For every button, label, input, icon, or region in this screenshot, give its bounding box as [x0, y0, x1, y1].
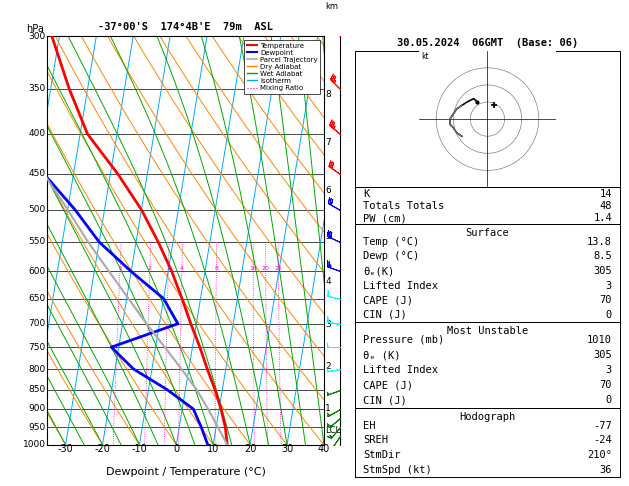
Text: CIN (J): CIN (J) [363, 310, 407, 320]
Text: 0: 0 [606, 310, 612, 320]
Legend: Temperature, Dewpoint, Parcel Trajectory, Dry Adiabat, Wet Adiabat, Isotherm, Mi: Temperature, Dewpoint, Parcel Trajectory… [244, 40, 320, 94]
Text: 3: 3 [606, 365, 612, 375]
Text: 600: 600 [28, 267, 46, 276]
Text: 1: 1 [325, 404, 331, 413]
Text: 25: 25 [274, 266, 282, 272]
Text: PW (cm): PW (cm) [363, 213, 407, 223]
Text: 70: 70 [599, 295, 612, 305]
Text: 30.05.2024  06GMT  (Base: 06): 30.05.2024 06GMT (Base: 06) [397, 38, 578, 49]
Text: Hodograph: Hodograph [459, 412, 516, 422]
Text: 550: 550 [28, 238, 46, 246]
Text: 350: 350 [28, 84, 46, 93]
Text: 7: 7 [325, 138, 331, 147]
Text: 36: 36 [599, 465, 612, 475]
Text: 3: 3 [325, 320, 331, 329]
Text: EH: EH [363, 420, 376, 431]
Text: 1010: 1010 [587, 335, 612, 345]
Text: 14: 14 [599, 189, 612, 199]
Text: Most Unstable: Most Unstable [447, 326, 528, 336]
Text: StmSpd (kt): StmSpd (kt) [363, 465, 431, 475]
Text: 305: 305 [593, 350, 612, 360]
Text: hPa: hPa [26, 24, 45, 35]
Text: Surface: Surface [465, 228, 509, 238]
Text: 0: 0 [173, 444, 179, 453]
Text: 40: 40 [318, 444, 330, 453]
Text: 20: 20 [244, 444, 257, 453]
Text: -77: -77 [593, 420, 612, 431]
Text: -30: -30 [58, 444, 74, 453]
Text: -24: -24 [593, 435, 612, 445]
Text: 2: 2 [148, 266, 152, 272]
Text: 1000: 1000 [23, 440, 46, 449]
Text: 10: 10 [207, 444, 220, 453]
Text: 20: 20 [262, 266, 270, 272]
Text: 700: 700 [28, 319, 46, 328]
Text: 8: 8 [325, 90, 331, 99]
Text: Dewp (°C): Dewp (°C) [363, 251, 419, 261]
Text: km: km [325, 2, 338, 12]
Text: 3: 3 [166, 266, 170, 272]
Text: 13.8: 13.8 [587, 237, 612, 247]
Text: 48: 48 [599, 201, 612, 211]
Text: 0: 0 [606, 396, 612, 405]
Text: 16: 16 [249, 266, 257, 272]
Text: 1: 1 [118, 266, 122, 272]
Text: LCL: LCL [325, 426, 340, 435]
Text: 3: 3 [606, 280, 612, 291]
Text: 6: 6 [325, 186, 331, 194]
Text: Totals Totals: Totals Totals [363, 201, 444, 211]
Text: 1.4: 1.4 [593, 213, 612, 223]
Text: Dewpoint / Temperature (°C): Dewpoint / Temperature (°C) [106, 467, 265, 477]
Text: θₑ (K): θₑ (K) [363, 350, 401, 360]
Text: 5: 5 [325, 232, 331, 241]
Text: 500: 500 [28, 205, 46, 214]
Text: 4: 4 [325, 277, 331, 286]
Text: K: K [363, 189, 369, 199]
Text: Pressure (mb): Pressure (mb) [363, 335, 444, 345]
Text: 210°: 210° [587, 450, 612, 460]
Text: 750: 750 [28, 343, 46, 352]
Text: 2: 2 [325, 363, 331, 371]
Text: 70: 70 [599, 380, 612, 390]
Text: 900: 900 [28, 404, 46, 414]
Text: -10: -10 [131, 444, 147, 453]
Text: 850: 850 [28, 385, 46, 394]
Text: 4: 4 [180, 266, 184, 272]
Text: -37°00'S  174°4B'E  79m  ASL: -37°00'S 174°4B'E 79m ASL [98, 22, 273, 33]
Text: 305: 305 [593, 266, 612, 276]
Text: CAPE (J): CAPE (J) [363, 380, 413, 390]
Text: CAPE (J): CAPE (J) [363, 295, 413, 305]
Text: 450: 450 [28, 170, 46, 178]
Text: θₑ(K): θₑ(K) [363, 266, 394, 276]
Text: -20: -20 [94, 444, 111, 453]
Text: Lifted Index: Lifted Index [363, 365, 438, 375]
Text: SREH: SREH [363, 435, 388, 445]
Text: StmDir: StmDir [363, 450, 401, 460]
Text: 8: 8 [214, 266, 218, 272]
Text: 300: 300 [28, 32, 46, 41]
Text: 650: 650 [28, 294, 46, 303]
Text: CIN (J): CIN (J) [363, 396, 407, 405]
Text: Lifted Index: Lifted Index [363, 280, 438, 291]
Text: 950: 950 [28, 423, 46, 432]
Text: 400: 400 [28, 129, 46, 139]
Text: Temp (°C): Temp (°C) [363, 237, 419, 247]
Text: 30: 30 [281, 444, 293, 453]
Text: 8.5: 8.5 [593, 251, 612, 261]
Text: 800: 800 [28, 364, 46, 374]
